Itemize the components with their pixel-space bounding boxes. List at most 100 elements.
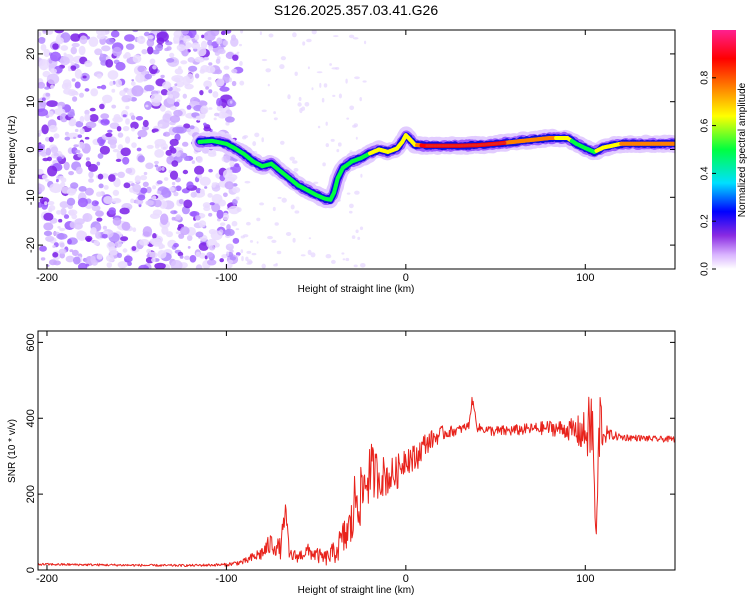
noise-blob — [214, 112, 220, 117]
spectrogram-ytick-label: -10 — [25, 189, 37, 205]
noise-blob — [229, 256, 236, 261]
noise-blob — [135, 73, 145, 83]
noise-blob — [225, 263, 233, 269]
noise-blob — [194, 73, 200, 79]
noise-blob — [72, 249, 79, 256]
noise-blob — [307, 249, 312, 255]
noise-blob — [171, 181, 176, 186]
noise-blob — [259, 31, 262, 36]
noise-blob — [308, 237, 312, 240]
noise-blob — [180, 226, 190, 236]
colorbar-gradient — [712, 30, 736, 269]
noise-blob — [142, 181, 149, 187]
noise-blob — [50, 68, 57, 74]
noise-blob — [82, 213, 93, 222]
noise-blob — [319, 82, 322, 88]
noise-blob — [219, 258, 224, 263]
noise-blob — [330, 138, 335, 142]
noise-blob — [235, 196, 240, 201]
noise-blob — [103, 185, 109, 190]
noise-blob — [199, 90, 204, 96]
noise-blob — [67, 238, 72, 245]
noise-blob — [234, 163, 240, 168]
noise-blob — [277, 196, 282, 199]
noise-blob — [178, 233, 185, 239]
noise-blob — [289, 156, 296, 161]
noise-blob — [252, 141, 257, 147]
noise-blob — [130, 198, 135, 204]
noise-blob — [39, 101, 47, 108]
noise-blob — [85, 235, 93, 242]
noise-blob — [57, 226, 61, 229]
noise-blob — [70, 33, 81, 42]
noise-blob — [116, 126, 122, 132]
noise-blob — [236, 51, 240, 54]
noise-blob — [227, 259, 234, 264]
noise-blob — [216, 98, 222, 107]
noise-blob — [261, 137, 265, 143]
noise-blob — [74, 81, 81, 89]
noise-blob — [272, 206, 276, 212]
noise-blob — [75, 166, 83, 175]
noise-blob — [110, 143, 117, 149]
noise-blob — [321, 97, 325, 103]
noise-blob — [161, 166, 165, 171]
noise-blob — [95, 210, 104, 217]
noise-blob — [144, 84, 155, 92]
noise-blob — [297, 102, 302, 107]
noise-blob — [194, 34, 200, 41]
noise-blob — [106, 254, 115, 262]
noise-blob — [355, 136, 358, 140]
noise-blob — [280, 56, 286, 61]
noise-blob — [196, 156, 203, 163]
noise-blob — [147, 35, 154, 40]
noise-blob — [137, 194, 146, 201]
noise-blob — [84, 60, 93, 67]
noise-blob — [76, 230, 86, 240]
noise-blob — [208, 46, 213, 51]
noise-blob — [100, 113, 110, 120]
noise-blob — [139, 40, 145, 44]
noise-blob — [185, 73, 194, 84]
noise-blob — [102, 94, 113, 104]
noise-blob — [59, 201, 69, 209]
noise-blob — [125, 43, 135, 50]
noise-blob — [331, 259, 336, 264]
noise-blob — [77, 153, 83, 158]
noise-blob — [182, 93, 187, 99]
noise-blob — [223, 169, 230, 179]
noise-blob — [96, 217, 103, 222]
noise-blob — [63, 88, 73, 95]
noise-blob — [58, 218, 63, 223]
snr-xlabel: Height of straight line (km) — [298, 585, 415, 596]
noise-blob — [112, 149, 119, 153]
noise-blob — [139, 175, 148, 181]
noise-blob — [353, 123, 358, 128]
noise-blob — [273, 117, 278, 121]
noise-blob — [93, 240, 100, 246]
noise-blob — [362, 80, 367, 83]
noise-blob — [68, 68, 72, 72]
noise-blob — [173, 40, 178, 44]
noise-blob — [200, 105, 209, 115]
noise-blob — [88, 178, 94, 183]
noise-blob — [60, 45, 69, 51]
noise-blob — [195, 251, 201, 258]
noise-blob — [147, 46, 154, 55]
noise-blob — [294, 71, 298, 77]
noise-blob — [203, 30, 216, 42]
noise-blob — [203, 56, 210, 61]
noise-blob — [102, 225, 107, 230]
noise-blob — [208, 62, 213, 66]
noise-blob — [101, 233, 108, 239]
noise-blob — [170, 260, 183, 269]
noise-blob — [187, 246, 191, 249]
noise-blob — [38, 168, 44, 175]
noise-blob — [137, 136, 142, 140]
noise-blob — [189, 125, 195, 130]
noise-blob — [106, 241, 116, 250]
noise-blob — [357, 236, 361, 240]
noise-blob — [56, 233, 68, 240]
noise-blob — [121, 221, 131, 231]
